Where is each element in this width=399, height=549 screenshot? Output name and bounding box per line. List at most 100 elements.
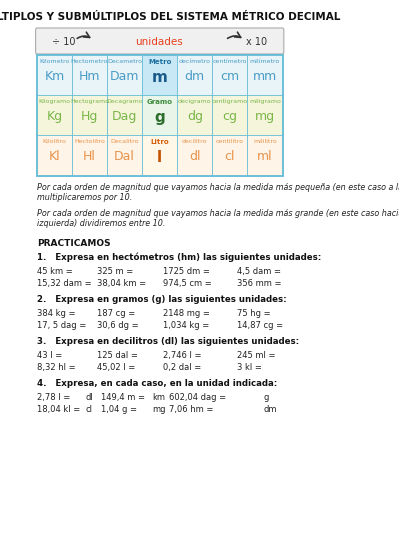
Text: dl: dl — [85, 393, 93, 402]
Text: 2,78 l =: 2,78 l = — [37, 393, 70, 402]
Text: Dam: Dam — [110, 70, 139, 83]
Text: milímetro: milímetro — [250, 59, 280, 64]
Text: mm: mm — [253, 70, 277, 83]
Bar — [177, 95, 212, 135]
Text: Metro: Metro — [148, 59, 172, 65]
Bar — [107, 55, 142, 95]
Text: 1725 dm =: 1725 dm = — [163, 267, 210, 276]
Text: 4,5 dam =: 4,5 dam = — [237, 267, 280, 276]
Text: decilitro: decilitro — [182, 139, 207, 144]
Text: Hm: Hm — [79, 70, 100, 83]
Text: 384 kg =: 384 kg = — [37, 309, 75, 318]
Text: Litro: Litro — [150, 139, 169, 145]
Text: Kg: Kg — [46, 110, 63, 123]
Text: g: g — [264, 393, 269, 402]
Text: 1,04 g =: 1,04 g = — [101, 405, 138, 414]
Text: Hectogramo: Hectogramo — [70, 99, 109, 104]
Text: cm: cm — [220, 70, 239, 83]
Bar — [212, 55, 247, 95]
Text: 3 kl =: 3 kl = — [237, 363, 261, 372]
Text: 75 hg =: 75 hg = — [237, 309, 270, 318]
Text: decímetro: decímetro — [179, 59, 211, 64]
Text: Por cada orden de magnitud que vayamos hacia la medida más grande (en este caso : Por cada orden de magnitud que vayamos h… — [37, 209, 399, 228]
Text: centigramo: centigramo — [212, 99, 248, 104]
Text: centilitro: centilitro — [216, 139, 244, 144]
Text: Decalitro: Decalitro — [111, 139, 139, 144]
Text: mg: mg — [255, 110, 275, 123]
Text: 15,32 dam =: 15,32 dam = — [37, 279, 91, 288]
Text: Dag: Dag — [112, 110, 137, 123]
Bar — [142, 135, 177, 175]
Text: g: g — [154, 110, 165, 125]
Text: Hectolitro: Hectolitro — [74, 139, 105, 144]
Text: PRACTICAMOS: PRACTICAMOS — [37, 239, 111, 248]
Text: Hg: Hg — [81, 110, 98, 123]
Text: mililitro: mililitro — [253, 139, 277, 144]
FancyBboxPatch shape — [37, 55, 282, 175]
Text: 3.   Expresa en decilitros (dl) las siguientes unidades:: 3. Expresa en decilitros (dl) las siguie… — [37, 337, 299, 346]
Bar — [37, 55, 72, 95]
Text: 18,04 kl =: 18,04 kl = — [37, 405, 80, 414]
Text: 602,04 dag =: 602,04 dag = — [169, 393, 226, 402]
Text: Por cada orden de magnitud que vayamos hacia la medida más pequeña (en este caso: Por cada orden de magnitud que vayamos h… — [37, 183, 399, 203]
Text: 149,4 m =: 149,4 m = — [101, 393, 146, 402]
Bar — [212, 95, 247, 135]
Text: 125 dal =: 125 dal = — [97, 351, 138, 360]
Text: 8,32 hl =: 8,32 hl = — [37, 363, 75, 372]
Text: ml: ml — [257, 150, 273, 163]
Bar — [37, 135, 72, 175]
Bar — [37, 95, 72, 135]
Text: Gramo: Gramo — [147, 99, 173, 105]
Text: Hectometro: Hectometro — [71, 59, 108, 64]
Text: Kilometro: Kilometro — [39, 59, 70, 64]
Text: Decametro: Decametro — [107, 59, 142, 64]
Text: cl: cl — [225, 150, 235, 163]
Text: 30,6 dg =: 30,6 dg = — [97, 321, 138, 330]
Bar — [107, 135, 142, 175]
Text: unidades: unidades — [136, 37, 183, 47]
Text: 245 ml =: 245 ml = — [237, 351, 275, 360]
Text: 45,02 l =: 45,02 l = — [97, 363, 135, 372]
Bar — [247, 95, 282, 135]
Text: 45 km =: 45 km = — [37, 267, 73, 276]
Text: Dal: Dal — [114, 150, 135, 163]
Text: 43 l =: 43 l = — [37, 351, 62, 360]
Text: Hl: Hl — [83, 150, 96, 163]
Text: Kilolitro: Kilolitro — [43, 139, 66, 144]
Text: 2,746 l =: 2,746 l = — [163, 351, 202, 360]
Text: 38,04 km =: 38,04 km = — [97, 279, 146, 288]
Text: 356 mm =: 356 mm = — [237, 279, 281, 288]
Bar — [72, 135, 107, 175]
Text: ÷ 10: ÷ 10 — [52, 37, 75, 47]
Text: Kl: Kl — [49, 150, 60, 163]
Text: MÚLTIPLOS Y SUBMÚLTIPLOS DEL SISTEMA MÉTRICO DECIMAL: MÚLTIPLOS Y SUBMÚLTIPLOS DEL SISTEMA MÉT… — [0, 12, 341, 22]
Text: 974,5 cm =: 974,5 cm = — [163, 279, 212, 288]
Bar — [177, 135, 212, 175]
Text: 1,034 kg =: 1,034 kg = — [163, 321, 209, 330]
Text: Km: Km — [44, 70, 65, 83]
Text: Decagramo: Decagramo — [106, 99, 143, 104]
Text: dm: dm — [264, 405, 277, 414]
Text: x 10: x 10 — [246, 37, 267, 47]
Bar — [142, 55, 177, 95]
Text: 2148 mg =: 2148 mg = — [163, 309, 210, 318]
Text: dg: dg — [187, 110, 203, 123]
Text: Kilogramo: Kilogramo — [38, 99, 71, 104]
Bar — [247, 55, 282, 95]
Text: 1.   Expresa en hectómetros (hm) las siguientes unidades:: 1. Expresa en hectómetros (hm) las sigui… — [37, 253, 321, 262]
Text: 17, 5 dag =: 17, 5 dag = — [37, 321, 86, 330]
Text: km: km — [152, 393, 165, 402]
Text: 0,2 dal =: 0,2 dal = — [163, 363, 201, 372]
Text: decigramo: decigramo — [178, 99, 211, 104]
Bar — [212, 135, 247, 175]
Text: dm: dm — [185, 70, 205, 83]
Text: 14,87 cg =: 14,87 cg = — [237, 321, 283, 330]
Text: 187 cg =: 187 cg = — [97, 309, 135, 318]
Text: centímetro: centímetro — [213, 59, 247, 64]
Bar — [72, 55, 107, 95]
Text: 4.   Expresa, en cada caso, en la unidad indicada:: 4. Expresa, en cada caso, en la unidad i… — [37, 379, 277, 388]
Text: 2.   Expresa en gramos (g) las siguientes unidades:: 2. Expresa en gramos (g) las siguientes … — [37, 295, 286, 304]
FancyBboxPatch shape — [36, 28, 284, 54]
Text: cg: cg — [222, 110, 237, 123]
Text: miligramo: miligramo — [249, 99, 281, 104]
